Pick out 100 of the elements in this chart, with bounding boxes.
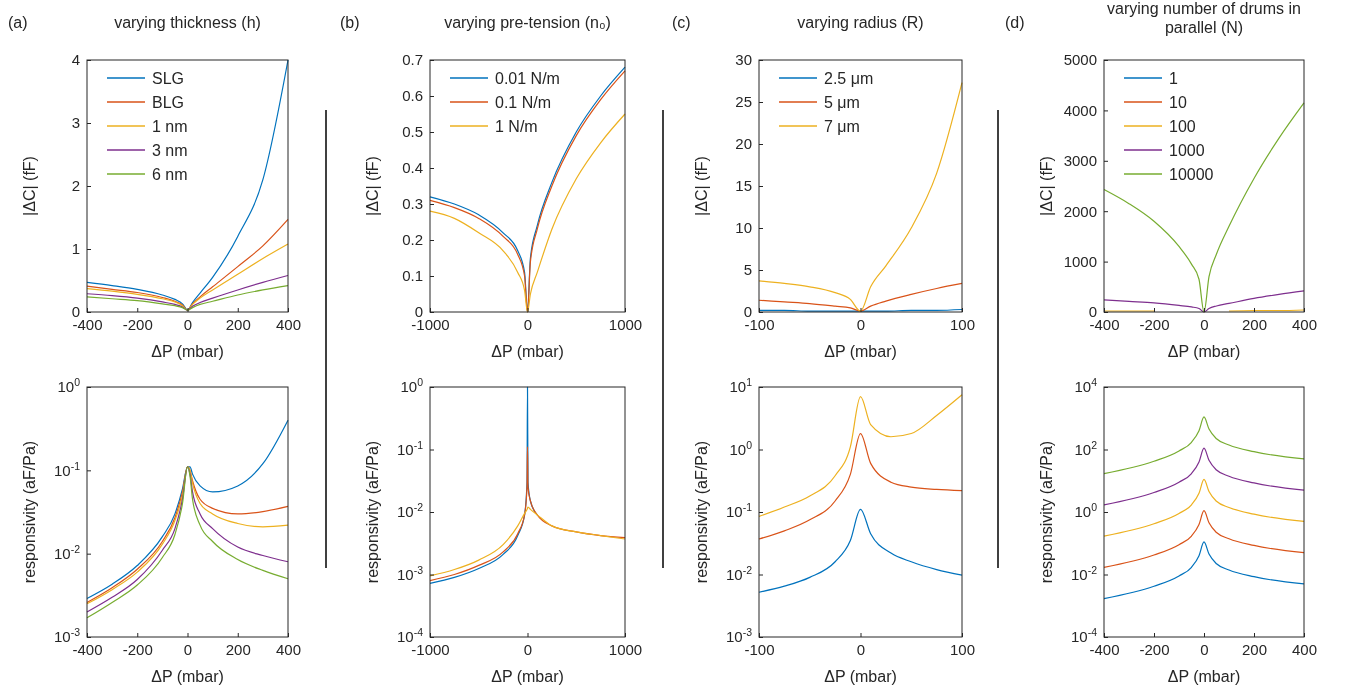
y-tick-label: 10$^{1}$ bbox=[729, 376, 753, 396]
line-series bbox=[86, 243, 289, 311]
legend-label: 0.01 N/m bbox=[495, 70, 560, 87]
y-tick-label: 10$^{2}$ bbox=[1074, 438, 1098, 458]
text: (b) bbox=[340, 14, 360, 31]
x-tick-label: -200 bbox=[122, 640, 153, 658]
text: (a) bbox=[8, 14, 28, 31]
y-tick-label: 15 bbox=[735, 177, 752, 195]
line-series bbox=[1103, 447, 1305, 506]
text: (c) bbox=[672, 14, 691, 31]
y-tick-label: 10$^{-2}$ bbox=[1070, 563, 1098, 583]
line-series bbox=[1103, 290, 1305, 313]
y-tick-label: 0.2 bbox=[402, 231, 423, 249]
y-tick-label: 2000 bbox=[1063, 202, 1097, 220]
legend-label: 1 N/m bbox=[495, 118, 538, 135]
y-tick-label: 0.7 bbox=[402, 51, 423, 69]
y-tick-label: 0.6 bbox=[402, 87, 423, 105]
x-tick-label: -200 bbox=[1139, 315, 1170, 333]
x-tick-label: 0 bbox=[183, 315, 193, 333]
legend-label: 1 bbox=[1169, 70, 1178, 87]
y-tick-label: 10$^{-2}$ bbox=[725, 563, 753, 583]
line-series bbox=[1103, 416, 1305, 475]
y-tick-label: 10$^{-1}$ bbox=[725, 501, 753, 521]
x-tick-label: 0 bbox=[523, 315, 533, 333]
y-tick-label: 10$^{0}$ bbox=[729, 438, 753, 458]
y-tick-label: 0 bbox=[414, 303, 423, 321]
y-tick-label: 10$^{-2}$ bbox=[53, 542, 81, 562]
y-tick-label: 0.4 bbox=[402, 159, 423, 177]
y-tick-label: 25 bbox=[735, 93, 752, 111]
x-tick-label: -200 bbox=[122, 315, 153, 333]
y-tick-label: 0 bbox=[1088, 303, 1097, 321]
line-series bbox=[86, 419, 289, 600]
y-tick-label: 3 bbox=[71, 114, 80, 132]
x-tick-label: 400 bbox=[275, 315, 302, 333]
chart-title: varying pre-tension (n₀) bbox=[444, 14, 611, 31]
y-axis-title: |ΔC| (fF) bbox=[364, 156, 381, 216]
y-axis-title: responsivity (aF/Pa) bbox=[21, 440, 38, 584]
x-tick-label: 1000 bbox=[608, 640, 643, 658]
y-tick-label: 2 bbox=[71, 177, 80, 195]
x-tick-label: 100 bbox=[949, 640, 976, 658]
legend-label: 2.5 μm bbox=[824, 70, 874, 87]
y-tick-label: 10 bbox=[735, 219, 752, 237]
x-tick-label: -200 bbox=[1139, 640, 1170, 658]
x-tick-label: 0 bbox=[1200, 315, 1209, 333]
y-tick-label: 10$^{4}$ bbox=[1074, 376, 1098, 396]
x-tick-label: 0 bbox=[183, 640, 193, 658]
legend-label: 10000 bbox=[1169, 166, 1214, 183]
y-tick-label: 5 bbox=[743, 261, 752, 279]
legend-label: 10 bbox=[1169, 94, 1187, 111]
line-series bbox=[758, 432, 963, 540]
y-axis-title: responsivity (aF/Pa) bbox=[1038, 440, 1055, 584]
y-tick-label: 10$^{0}$ bbox=[57, 376, 81, 396]
line-series bbox=[758, 508, 963, 593]
x-tick-label: 0 bbox=[1200, 640, 1209, 658]
y-tick-label: 10$^{-1}$ bbox=[53, 459, 81, 479]
x-tick-label: 400 bbox=[1291, 315, 1318, 333]
legend-label: 100 bbox=[1169, 118, 1196, 135]
y-tick-label: 10$^{-1}$ bbox=[396, 438, 424, 458]
x-tick-label: 1000 bbox=[608, 315, 643, 333]
x-axis-title: ΔP (mbar) bbox=[151, 343, 224, 360]
y-tick-label: 4 bbox=[71, 51, 80, 69]
y-axis-title: |ΔC| (fF) bbox=[693, 156, 710, 216]
line-series bbox=[758, 394, 963, 518]
x-tick-label: 200 bbox=[1241, 640, 1268, 658]
x-axis-title: ΔP (mbar) bbox=[1167, 668, 1241, 685]
x-tick-label: 0 bbox=[523, 640, 533, 658]
x-tick-label: 100 bbox=[949, 315, 976, 333]
line-series bbox=[1103, 541, 1305, 600]
legend-label: SLG bbox=[152, 70, 185, 87]
legend-label: 5 μm bbox=[824, 94, 860, 111]
y-tick-label: 0.5 bbox=[402, 123, 423, 141]
x-axis-title: ΔP (mbar) bbox=[824, 343, 897, 360]
legend-label: 0.1 N/m bbox=[495, 94, 552, 111]
y-tick-label: 30 bbox=[735, 51, 752, 69]
line-series bbox=[86, 284, 289, 311]
line-series bbox=[86, 274, 289, 311]
line-series bbox=[758, 282, 963, 312]
line-series bbox=[429, 113, 626, 313]
chart-title: varying number of drums in parallel (N) bbox=[1107, 0, 1301, 36]
y-tick-label: 5000 bbox=[1063, 51, 1097, 69]
x-tick-label: 200 bbox=[1241, 315, 1268, 333]
y-tick-label: 0.3 bbox=[402, 195, 423, 213]
y-tick-label: 20 bbox=[735, 135, 752, 153]
legend-label: BLG bbox=[152, 94, 185, 111]
y-tick-label: 10$^{-2}$ bbox=[396, 501, 424, 521]
line-series bbox=[1103, 478, 1305, 537]
y-tick-label: 0.1 bbox=[402, 267, 423, 285]
x-axis-title: ΔP (mbar) bbox=[1167, 343, 1241, 360]
y-tick-label: 0 bbox=[71, 303, 80, 321]
legend-label: 1000 bbox=[1169, 142, 1205, 159]
chart-title: varying radius (R) bbox=[797, 14, 924, 31]
x-tick-label: 0 bbox=[856, 315, 866, 333]
line-series bbox=[86, 59, 289, 311]
y-tick-label: 1 bbox=[71, 240, 80, 258]
legend-label: 3 nm bbox=[152, 142, 188, 159]
x-axis-title: ΔP (mbar) bbox=[824, 668, 897, 685]
legend-label: 1 nm bbox=[152, 118, 188, 135]
line-series bbox=[1103, 510, 1305, 568]
legend-label: 7 μm bbox=[824, 118, 860, 135]
x-tick-label: 200 bbox=[225, 315, 251, 333]
